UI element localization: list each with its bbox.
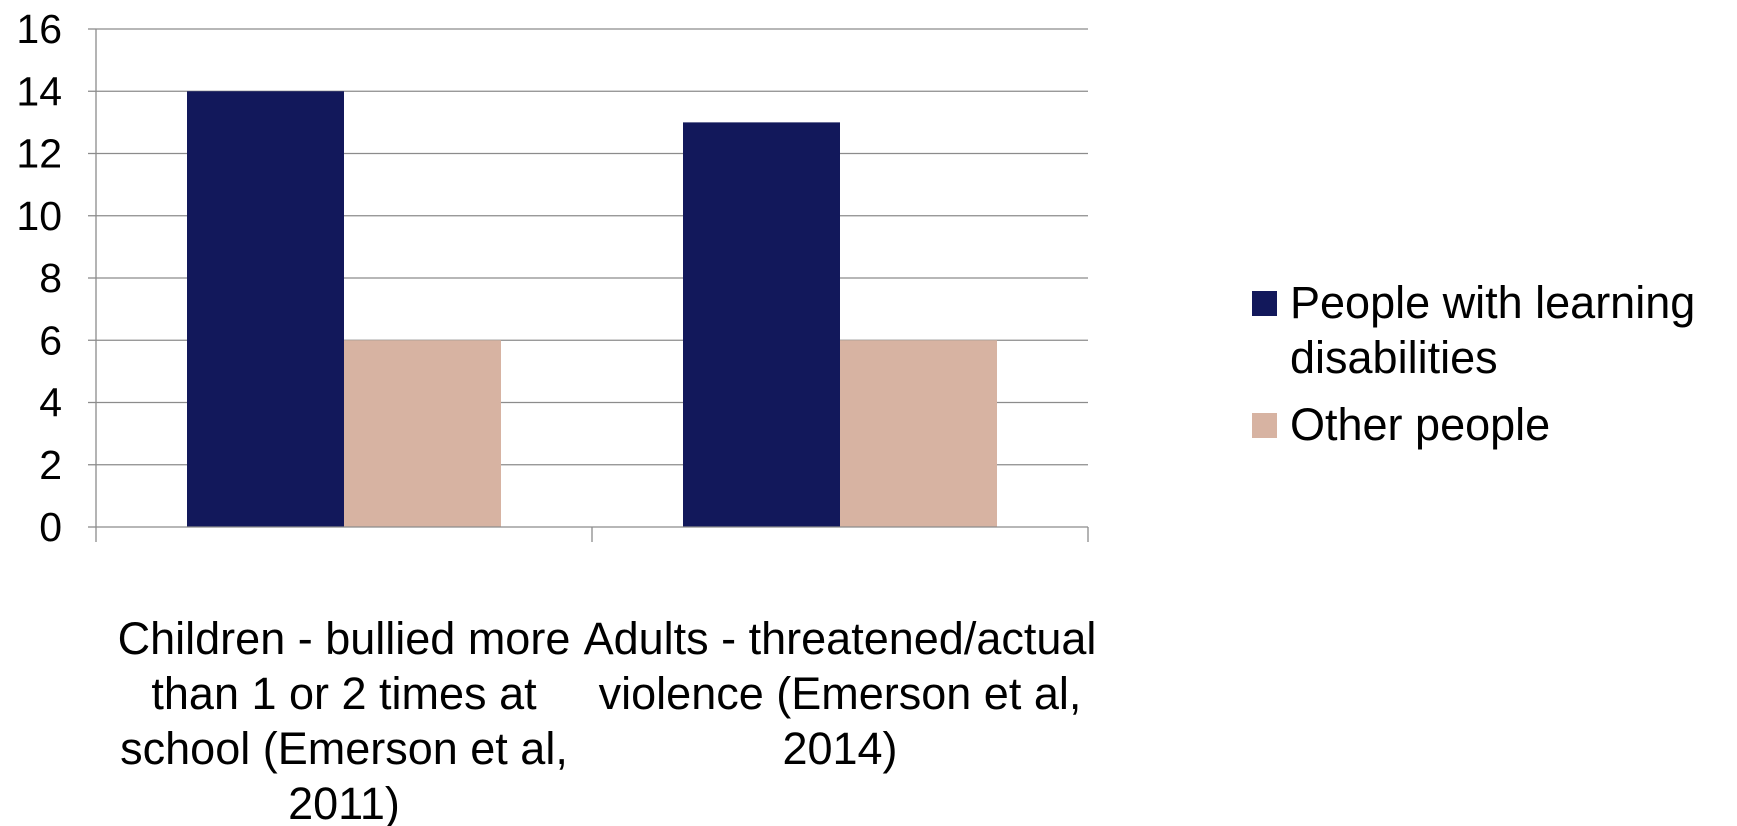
axes xyxy=(88,28,1089,542)
legend-label-line: disabilities xyxy=(1290,332,1498,383)
x-category-label-line: 2011) xyxy=(288,778,400,826)
bar xyxy=(840,340,997,527)
y-tick-label: 14 xyxy=(16,68,62,114)
legend-swatch xyxy=(1252,413,1277,438)
x-category-label-line: violence (Emerson et al, xyxy=(599,668,1082,719)
x-category-label: Children - bullied more than 1 or 2 times… xyxy=(118,613,571,826)
y-tick-label: 12 xyxy=(16,131,62,177)
legend-label: People with learning disabilities xyxy=(1290,277,1695,383)
y-tick-label: 0 xyxy=(39,504,62,550)
y-axis-tick-labels: 0 2 4 6 8 10 12 14 16 xyxy=(16,6,62,550)
legend-label: Other people xyxy=(1290,399,1550,450)
y-tick-label: 2 xyxy=(39,442,62,488)
x-category-label-line: Children - bullied more xyxy=(118,613,571,664)
x-category-label-line: 2014) xyxy=(782,723,897,774)
y-tick-label: 6 xyxy=(39,317,62,363)
y-tick-label: 8 xyxy=(39,255,62,301)
legend: People with learning disabilities Other pe… xyxy=(1252,277,1695,450)
bar xyxy=(187,91,344,527)
x-category-label-line: school (Emerson et al, xyxy=(120,723,568,774)
x-category-label: Adults - threatened/actual violence (Emer… xyxy=(584,613,1097,774)
x-category-label-line: than 1 or 2 times at xyxy=(151,668,537,719)
legend-swatch xyxy=(1252,291,1277,316)
y-tick-label: 4 xyxy=(39,380,62,426)
x-axis-category-labels: Children - bullied more than 1 or 2 times… xyxy=(118,613,1097,826)
bar xyxy=(683,122,840,527)
y-tick-label: 10 xyxy=(16,193,62,239)
bar xyxy=(344,340,501,527)
bars xyxy=(187,91,997,527)
legend-label-line: Other people xyxy=(1290,399,1550,450)
legend-label-line: People with learning xyxy=(1290,277,1695,328)
y-tick-label: 16 xyxy=(16,6,62,52)
x-category-label-line: Adults - threatened/actual xyxy=(584,613,1097,664)
